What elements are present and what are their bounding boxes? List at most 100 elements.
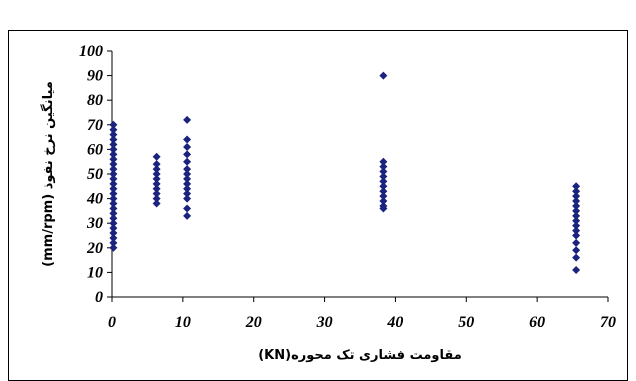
x-tick-label: 0 [108, 314, 116, 331]
data-point [183, 150, 192, 159]
data-point [109, 219, 118, 228]
scatter-points [109, 71, 581, 274]
data-point [379, 172, 388, 181]
y-tick-label: 50 [87, 166, 103, 183]
data-point [109, 204, 118, 213]
data-point [183, 135, 192, 144]
data-point [109, 209, 118, 218]
data-point [109, 140, 118, 149]
data-point [109, 135, 118, 144]
data-point [109, 229, 118, 238]
data-point [572, 182, 581, 191]
data-point [109, 160, 118, 169]
data-point [183, 204, 192, 213]
data-point [379, 197, 388, 206]
y-tick-label: 100 [79, 43, 103, 60]
y-tick-label: 30 [86, 215, 103, 232]
data-point [379, 71, 388, 80]
data-point [379, 167, 388, 176]
x-tick-label: 40 [386, 314, 403, 331]
data-point [572, 265, 581, 274]
data-point [152, 194, 161, 203]
data-point [109, 125, 118, 134]
data-point [109, 224, 118, 233]
data-point [109, 174, 118, 183]
data-point [109, 150, 118, 159]
x-tick-label: 70 [600, 314, 616, 331]
data-point [152, 152, 161, 161]
data-point [572, 187, 581, 196]
y-tick-label: 0 [95, 289, 103, 306]
data-point [109, 170, 118, 178]
data-point [152, 165, 161, 174]
data-point [572, 197, 581, 206]
y-axis-ticks: 0 10 20 30 40 50 60 70 80 90 100 [79, 43, 112, 306]
data-point [109, 145, 118, 154]
data-point [152, 170, 161, 178]
data-point [183, 184, 192, 193]
data-point [152, 199, 161, 208]
data-point [572, 238, 581, 247]
data-point [379, 177, 388, 186]
data-point [183, 165, 192, 174]
x-axis-ticks: 0 10 20 30 40 50 60 70 [108, 297, 616, 331]
data-point [572, 216, 581, 225]
data-point [183, 115, 192, 124]
data-point [183, 170, 192, 178]
data-point [109, 130, 118, 139]
data-point [379, 187, 388, 196]
y-tick-label: 70 [87, 117, 103, 134]
y-tick-label: 10 [87, 264, 103, 281]
data-point [183, 142, 192, 151]
data-point [109, 189, 118, 198]
data-point [109, 155, 118, 164]
data-point [152, 189, 161, 198]
data-point [183, 189, 192, 198]
y-tick-label: 80 [87, 92, 103, 109]
data-point [183, 174, 192, 183]
data-point [152, 160, 161, 169]
y-axis-title: میانگین نرخ نفوذ (mm/rpm) [40, 81, 56, 267]
data-point [183, 211, 192, 220]
data-point [379, 204, 388, 213]
data-point [572, 231, 581, 240]
data-point [572, 246, 581, 255]
data-point [109, 243, 118, 252]
data-point [109, 238, 118, 247]
data-point [109, 194, 118, 203]
data-point [183, 157, 192, 166]
data-point [109, 233, 118, 242]
x-tick-label: 20 [245, 314, 262, 331]
data-point [572, 201, 581, 210]
data-point [152, 174, 161, 183]
y-tick-label: 20 [86, 240, 103, 257]
y-tick-label: 90 [87, 68, 103, 85]
x-tick-label: 50 [458, 314, 474, 331]
data-point [109, 214, 118, 223]
data-point [379, 157, 388, 166]
data-point [152, 184, 161, 193]
x-tick-label: 60 [529, 314, 545, 331]
data-point [183, 194, 192, 203]
y-tick-label: 40 [86, 191, 103, 208]
data-point [109, 199, 118, 208]
data-point [572, 221, 581, 230]
x-tick-label: 10 [175, 314, 191, 331]
data-point [109, 179, 118, 188]
data-point [379, 182, 388, 191]
data-point [379, 192, 388, 201]
y-tick-label: 60 [87, 141, 103, 158]
x-axis-title: مقاومت فشاری تک محوره(KN) [258, 348, 462, 363]
x-tick-label: 30 [316, 314, 333, 331]
data-point [379, 162, 388, 171]
data-point [572, 206, 581, 215]
data-point [183, 179, 192, 188]
data-point [572, 211, 581, 220]
data-point [572, 253, 581, 262]
data-point [152, 179, 161, 188]
data-point [109, 184, 118, 193]
data-point [109, 165, 118, 174]
data-point [572, 192, 581, 201]
data-point [109, 120, 118, 129]
